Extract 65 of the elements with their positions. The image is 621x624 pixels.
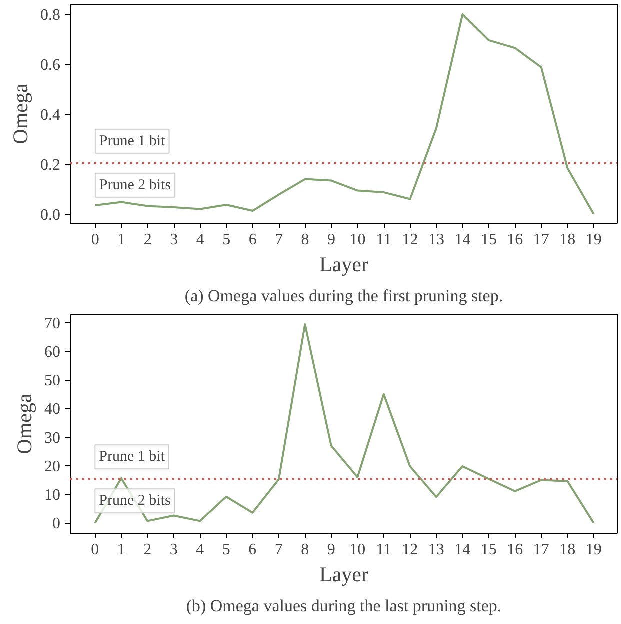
- x-tick-label: 14: [454, 542, 471, 558]
- text: (a) Omega values during the first pruning step.: [184, 286, 504, 306]
- x-tick-label: 3: [170, 542, 178, 558]
- y-tick-label: 40: [44, 401, 60, 418]
- x-tick-label: 16: [507, 232, 524, 248]
- annotation: Prune 2 bits: [99, 177, 172, 194]
- x-axis-title: Layer: [320, 562, 368, 586]
- x-tick-label: 9: [327, 542, 336, 558]
- annotation: Prune 1 bit: [99, 133, 166, 150]
- x-tick-label: 5: [222, 542, 230, 558]
- y-tick-label: 0.4: [40, 106, 60, 124]
- y-tick-label: 20: [44, 458, 60, 476]
- y-tick-label: 0.2: [40, 156, 60, 174]
- x-tick-label: 6: [248, 542, 257, 558]
- y-tick-label: 60: [44, 344, 60, 361]
- y-tick-label: 0.6: [40, 56, 60, 74]
- line-series: [94, 13, 595, 216]
- x-tick-label: 7: [275, 232, 284, 248]
- x-tick-label: 4: [196, 542, 204, 558]
- x-tick-label: 2: [144, 542, 152, 558]
- x-tick-label: 4: [196, 232, 204, 248]
- x-tick-label: 19: [586, 542, 602, 558]
- text: (b) Omega values during the last pruning step.: [186, 596, 502, 616]
- x-tick-label: 16: [507, 542, 524, 558]
- line-series: [94, 324, 595, 524]
- x-tick-label: 8: [301, 542, 310, 558]
- y-tick-label: 0.8: [40, 6, 60, 24]
- x-tick-label: 11: [376, 232, 392, 248]
- x-tick-label: 13: [428, 542, 444, 558]
- x-tick-label: 3: [170, 232, 178, 248]
- x-tick-label: 8: [301, 232, 310, 248]
- x-tick-label: 0: [91, 232, 100, 248]
- x-tick-label: 9: [328, 232, 336, 248]
- x-tick-label: 17: [533, 232, 550, 248]
- x-tick-label: 1: [117, 542, 126, 558]
- x-tick-label: 7: [274, 542, 283, 558]
- x-tick-label: 10: [350, 232, 366, 248]
- x-tick-label: 13: [428, 232, 444, 248]
- x-tick-label: 10: [350, 542, 366, 558]
- x-tick-label: 2: [144, 232, 152, 248]
- y-tick-label: 70: [44, 315, 60, 332]
- x-tick-label: 18: [560, 542, 576, 558]
- y-axis-title: Omega: [8, 83, 32, 144]
- y-tick-label: 10: [44, 487, 60, 504]
- x-tick-label: 15: [480, 542, 497, 558]
- x-tick-label: 5: [222, 232, 231, 248]
- annotation: Prune 1 bit: [99, 449, 166, 466]
- x-tick-label: 15: [480, 232, 497, 248]
- y-tick-label: 0.0: [40, 206, 60, 224]
- x-tick-label: 11: [376, 542, 392, 558]
- x-tick-label: 18: [560, 232, 576, 248]
- x-tick-label: 12: [402, 232, 418, 248]
- x-axis-title: Layer: [320, 252, 368, 276]
- annotation: Prune 2 bits: [99, 493, 172, 510]
- x-tick-label: 12: [402, 542, 418, 558]
- x-tick-label: 14: [454, 232, 471, 248]
- x-tick-label: 0: [91, 542, 100, 558]
- x-tick-label: 19: [586, 232, 602, 248]
- y-tick-label: 30: [44, 430, 60, 447]
- x-tick-label: 6: [248, 232, 257, 248]
- y-tick-label: 0: [52, 516, 60, 533]
- y-tick-label: 50: [44, 372, 60, 390]
- y-axis-title: Omega: [12, 393, 36, 454]
- x-tick-label: 17: [533, 542, 550, 558]
- x-tick-label: 1: [118, 232, 126, 248]
